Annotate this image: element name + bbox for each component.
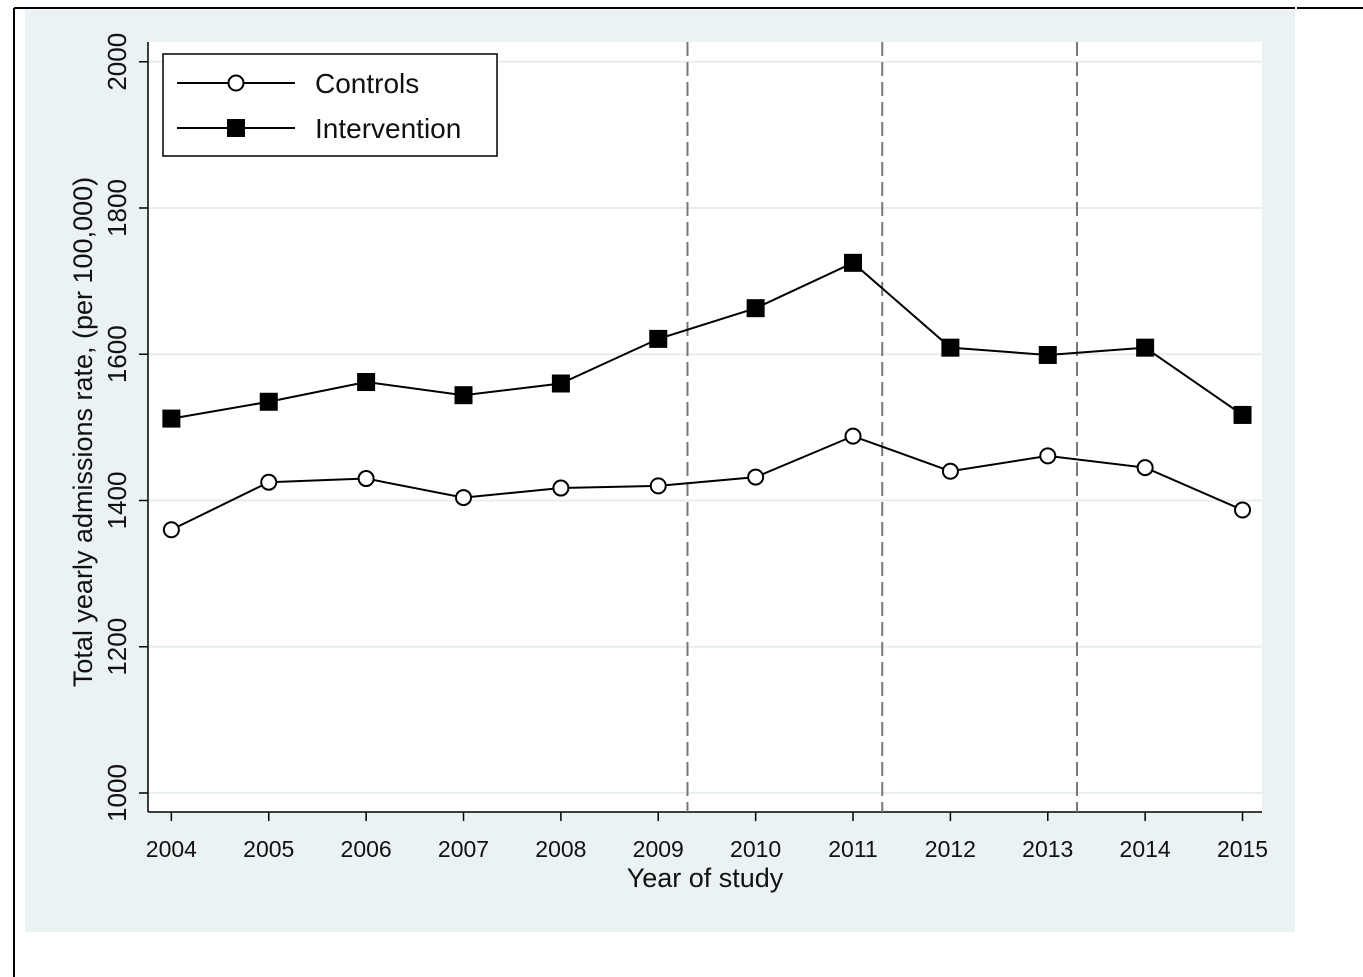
marker — [746, 299, 765, 318]
x-tick-label: 2006 — [341, 836, 392, 862]
marker — [1136, 338, 1155, 357]
y-tick-label: 1200 — [102, 618, 132, 676]
marker — [1038, 345, 1057, 364]
marker — [162, 521, 180, 539]
marker — [1233, 405, 1252, 424]
marker — [454, 386, 473, 405]
y-tick-label: 1400 — [102, 472, 132, 530]
marker — [649, 329, 668, 348]
marker — [844, 253, 863, 272]
x-tick-label: 2015 — [1217, 836, 1268, 862]
x-tick-label: 2012 — [925, 836, 976, 862]
marker — [941, 462, 959, 480]
x-tick-label: 2014 — [1120, 836, 1171, 862]
marker — [551, 374, 570, 393]
marker — [844, 427, 862, 445]
marker — [552, 479, 570, 497]
x-tick-label: 2007 — [438, 836, 489, 862]
x-tick-label: 2005 — [243, 836, 294, 862]
series-line — [171, 261, 1244, 420]
y-tick-label: 1600 — [102, 325, 132, 383]
plot-area — [148, 42, 1262, 812]
marker — [455, 489, 473, 507]
marker — [1234, 501, 1252, 519]
x-axis-label: Year of study — [627, 863, 784, 893]
legend-marker — [227, 74, 245, 92]
x-tick-label: 2010 — [730, 836, 781, 862]
marker — [162, 409, 181, 428]
marker — [260, 473, 278, 491]
x-tick-label: 2009 — [633, 836, 684, 862]
marker — [649, 477, 667, 495]
x-tick-label: 2011 — [828, 836, 877, 862]
x-tick-label: 2004 — [146, 836, 197, 862]
series-line — [170, 435, 1243, 531]
marker — [747, 468, 765, 486]
marker — [1136, 459, 1154, 477]
marker — [259, 392, 278, 411]
legend-marker — [227, 119, 245, 137]
legend-label: Controls — [315, 68, 419, 99]
marker — [357, 470, 375, 488]
marker — [357, 373, 376, 392]
marker — [941, 338, 960, 357]
legend-label: Intervention — [315, 113, 461, 144]
layer: 1000 1200 1400 1600 1800 2000 2004 2005 2006 2007… — [68, 33, 1268, 893]
legend-box — [162, 53, 498, 157]
y-tick-label: 1000 — [102, 764, 132, 822]
y-axis-label: Total yearly admissions rate, (per 100,0… — [68, 177, 98, 687]
marker — [1039, 447, 1057, 465]
x-tick-label: 2013 — [1022, 836, 1073, 862]
y-tick-label: 2000 — [102, 33, 132, 91]
x-tick-label: 2008 — [535, 836, 586, 862]
y-tick-label: 1800 — [102, 179, 132, 237]
